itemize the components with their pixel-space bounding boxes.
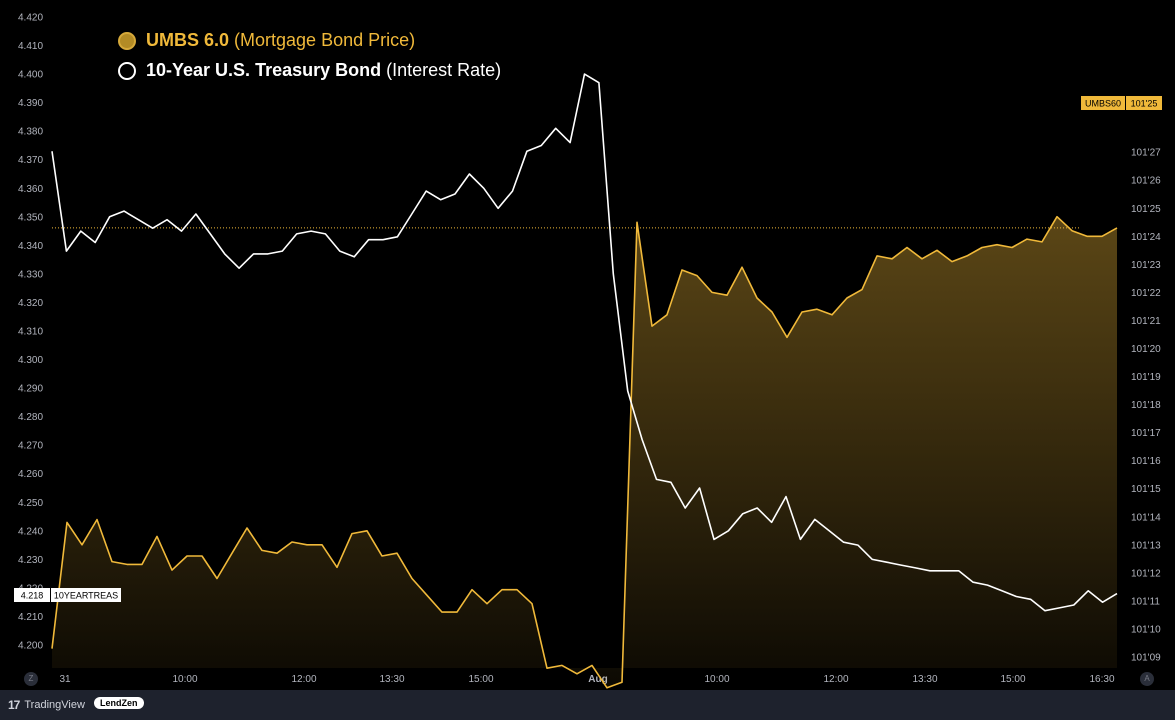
x-axis-tick-label: 16:30 <box>1089 674 1114 685</box>
right-tag-value-box <box>1126 96 1162 110</box>
x-axis-tick-label: 10:00 <box>704 674 729 685</box>
right-axis: 101'27 101'26 101'25 101'24 101'23 101'22 101'… <box>1131 148 1161 664</box>
treasury-legend-dot <box>118 61 136 80</box>
chart-canvas: 4.420 4.410 4.400 4.390 4.380 4.370 4.360 4.350… <box>0 12 1175 690</box>
right-axis-tick-label: 101'20 <box>1131 344 1161 355</box>
umbs-legend-dot <box>118 31 136 50</box>
left-axis-tick-label: 4.410 <box>18 41 43 52</box>
partner-badge: LendZen <box>94 697 144 709</box>
left-axis-tick-label: 4.320 <box>18 298 43 309</box>
x-axis-tick-label: 12:00 <box>291 674 316 685</box>
x-axis-tick-label: 10:00 <box>172 674 197 685</box>
right-axis-tick-label: 101'16 <box>1131 456 1161 467</box>
legend-umbs: UMBS 6.0 (Mortgage Bond Price) <box>118 30 415 51</box>
left-tag-symbol-box <box>51 588 121 602</box>
right-axis-tick-label: 101'15 <box>1131 484 1161 495</box>
right-axis-tick-label: 101'09 <box>1131 653 1161 664</box>
left-tag-symbol: 10YEARTREAS <box>54 591 118 601</box>
right-axis-tick-label: 101'19 <box>1131 372 1161 383</box>
left-price-tag: 4.218 10YEARTREAS <box>14 588 121 602</box>
umbs-area-fill <box>52 216 1117 688</box>
right-axis-tick-label: 101'22 <box>1131 288 1161 299</box>
right-axis-tick-label: 101'10 <box>1131 624 1161 635</box>
umbs-legend-title: UMBS 6.0 <box>146 30 230 50</box>
left-axis-tick-label: 4.210 <box>18 612 43 623</box>
tradingview-mark-icon: 17 <box>8 698 20 712</box>
left-axis-tick-label: 4.250 <box>18 498 43 509</box>
x-axis-tick-label: 12:00 <box>823 674 848 685</box>
right-tag-symbol-box <box>1081 96 1125 110</box>
x-axis-tick-label: 13:30 <box>379 674 404 685</box>
left-axis-tick-label: 4.330 <box>18 269 43 280</box>
umbs-line <box>51 215 1118 689</box>
left-axis-tick-label: 4.420 <box>18 13 43 24</box>
treasury-legend-title: 10-Year U.S. Treasury Bond <box>146 60 382 80</box>
left-axis-tick-label: 4.260 <box>18 469 43 480</box>
left-axis-tick-label: 4.300 <box>18 355 43 366</box>
x-axis-tick-label: 15:00 <box>468 674 493 685</box>
x-axis-tick-label: 31 <box>59 674 71 685</box>
left-axis-tick-label: 4.390 <box>18 98 43 109</box>
right-axis-tick-label: 101'11 <box>1131 596 1160 607</box>
x-axis: 31 10:00 12:00 13:30 15:00 Aug 10:00 12:00 13:30… <box>59 674 1115 685</box>
left-tag-value: 4.218 <box>21 591 44 601</box>
auto-scale-button[interactable]: A <box>1140 672 1154 686</box>
left-axis-tick-label: 4.360 <box>18 184 43 195</box>
right-axis-tick-label: 101'21 <box>1131 316 1161 327</box>
right-axis-tick-label: 101'18 <box>1131 400 1161 411</box>
left-axis-tick-label: 4.230 <box>18 555 43 566</box>
right-price-tag: UMBS60 101'25 <box>1081 96 1162 110</box>
right-axis-tick-label: 101'24 <box>1131 232 1161 243</box>
tradingview-brand: TradingView <box>24 699 85 711</box>
right-axis-tick-label: 101'23 <box>1131 260 1161 271</box>
x-axis-tick-label: 13:30 <box>912 674 937 685</box>
right-axis-tick-label: 101'12 <box>1131 568 1161 579</box>
umbs-legend-subtitle: (Mortgage Bond Price) <box>234 30 416 50</box>
legend-treasury: 10-Year U.S. Treasury Bond (Interest Rat… <box>118 60 501 81</box>
right-axis-tick-label: 101'26 <box>1131 176 1161 187</box>
left-scale-button[interactable]: Z <box>24 672 38 686</box>
x-axis-tick-label: Aug <box>588 674 607 685</box>
left-axis-tick-label: 4.340 <box>18 241 43 252</box>
partner-name: LendZen <box>100 698 138 708</box>
left-tag-value-box <box>14 588 50 602</box>
plot-bottom-band <box>0 668 1175 690</box>
treasury-legend-subtitle: (Interest Rate) <box>386 60 502 80</box>
left-axis-tick-label: 4.370 <box>18 155 43 166</box>
right-axis-tick-label: 101'13 <box>1131 540 1161 551</box>
left-axis-tick-label: 4.310 <box>18 327 43 338</box>
right-axis-tick-label: 101'25 <box>1131 204 1161 215</box>
tradingview-logo[interactable]: 17 TradingView <box>8 698 85 712</box>
right-tag-symbol: UMBS60 <box>1085 99 1121 109</box>
left-axis-tick-label: 4.400 <box>18 70 43 81</box>
right-axis-tick-label: 101'27 <box>1131 148 1161 159</box>
left-axis-tick-label: 4.270 <box>18 441 43 452</box>
footer-bar: 17 TradingView LendZen <box>0 690 1175 720</box>
right-axis-tick-label: 101'14 <box>1131 512 1161 523</box>
left-axis-tick-label: 4.290 <box>18 384 43 395</box>
left-axis-tick-label: 4.350 <box>18 212 43 223</box>
left-axis-tick-label: 4.200 <box>18 641 43 652</box>
left-axis-tick-label: 4.280 <box>18 412 43 423</box>
right-tag-value: 101'25 <box>1131 99 1158 109</box>
x-axis-tick-label: 15:00 <box>1000 674 1025 685</box>
treasury-line <box>51 73 1118 612</box>
right-axis-tick-label: 101'17 <box>1131 428 1161 439</box>
left-axis-tick-label: 4.380 <box>18 127 43 138</box>
left-axis: 4.420 4.410 4.400 4.390 4.380 4.370 4.360 4.350… <box>18 13 43 652</box>
left-axis-tick-label: 4.240 <box>18 526 43 537</box>
